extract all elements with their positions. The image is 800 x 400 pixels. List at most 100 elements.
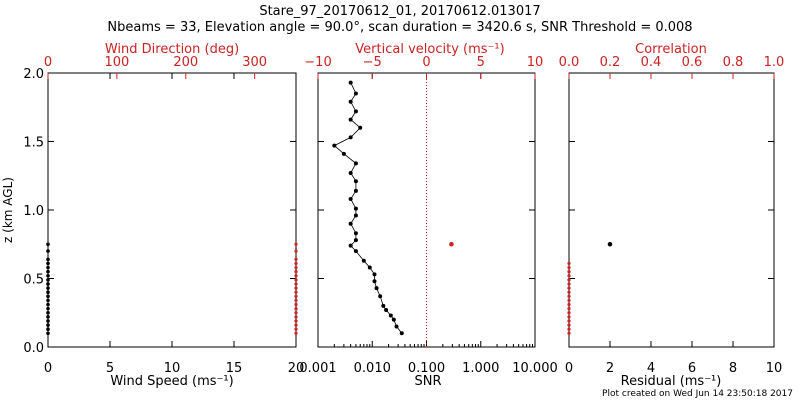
wind-direction-point <box>294 307 298 311</box>
wind-speed-point <box>46 302 50 307</box>
vertical-velocity-point <box>449 241 454 247</box>
bottom-tick-label: 1.000 <box>462 361 499 376</box>
correlation-point <box>567 286 571 290</box>
bottom-tick-label: 10 <box>766 361 783 376</box>
y-tick-label: 0.5 <box>23 273 44 288</box>
snr-point <box>353 213 358 218</box>
bottom-tick-label: 10.000 <box>512 361 558 376</box>
y-tick-label: 0.0 <box>23 341 44 356</box>
bottom-tick-label: 10 <box>164 361 181 376</box>
bottom-tick-label: 6 <box>688 361 696 376</box>
bottom-tick-label: 15 <box>226 361 243 376</box>
top-tick-label: 200 <box>173 55 198 70</box>
snr-point <box>353 249 358 254</box>
wind-direction-point <box>294 302 298 307</box>
snr-point <box>374 286 379 291</box>
wind-speed-point <box>46 306 50 311</box>
snr-point <box>353 231 358 236</box>
correlation-point <box>567 261 571 266</box>
top-tick-label: 0.6 <box>682 55 703 70</box>
wind-direction-point <box>294 282 298 286</box>
bottom-tick-label: 0 <box>565 361 573 376</box>
bottom-tick-label: 5 <box>106 361 114 376</box>
snr-point <box>353 179 358 184</box>
wind-speed-point <box>46 315 50 319</box>
snr-point <box>353 161 358 166</box>
snr-point <box>384 308 389 313</box>
wind-panel-frame <box>47 72 297 348</box>
wind-speed-point <box>46 257 50 262</box>
wind-speed-point <box>46 286 50 290</box>
wind-speed-point <box>46 290 50 295</box>
snr-point <box>372 272 377 277</box>
residual-panel: Correlation Residual (ms⁻¹) 0 2 4 6 8 10 0.0 0.… <box>559 42 785 389</box>
wind-speed-point <box>46 278 50 282</box>
bottom-tick-label: 0 <box>44 361 52 376</box>
top-tick-label: 1.0 <box>764 55 785 70</box>
wind-speed-point <box>46 294 50 299</box>
snr-point <box>367 265 372 270</box>
bottom-tick-label: 8 <box>729 361 737 376</box>
snr-point <box>348 221 353 226</box>
wind-direction-point <box>294 319 298 323</box>
y-tick-label: 1.0 <box>23 204 44 219</box>
wind-direction-point <box>294 286 298 290</box>
footer-text: Plot created on Wed Jun 14 23:50:18 2017 <box>602 389 793 399</box>
correlation-point <box>567 270 571 274</box>
snr-point <box>348 197 353 202</box>
correlation-point <box>567 298 571 303</box>
wind-speed-point <box>46 323 50 327</box>
correlation-point <box>567 311 571 315</box>
wind-direction-point <box>294 294 298 298</box>
wind-direction-point <box>294 257 298 261</box>
wind-direction-point <box>294 278 298 282</box>
y-tick-label: 1.5 <box>23 136 44 151</box>
top-tick-label: −5 <box>363 55 382 70</box>
correlation-point <box>567 290 571 294</box>
snr-point <box>372 279 377 284</box>
wind-direction-point <box>294 315 298 319</box>
correlation-point <box>567 315 571 319</box>
correlation-point <box>567 282 571 286</box>
wind-speed-point <box>46 282 50 286</box>
correlation-point <box>567 302 571 307</box>
bottom-tick-label: 4 <box>647 361 655 376</box>
snr-point <box>341 151 346 156</box>
wind-direction-axis-label: Wind Direction (deg) <box>105 42 239 57</box>
snr-series-line <box>333 82 403 334</box>
top-tick-label: 0.0 <box>559 55 580 70</box>
snr-point <box>388 313 393 318</box>
snr-panel-frame <box>317 72 536 348</box>
correlation-point <box>567 319 571 323</box>
correlation-point <box>567 327 571 331</box>
snr-point <box>348 80 353 85</box>
wind-direction-point <box>294 274 298 278</box>
snr-point <box>348 99 353 104</box>
wind-speed-point <box>46 273 50 278</box>
wind-direction-point <box>294 290 298 294</box>
bottom-tick-label: 0.010 <box>354 361 391 376</box>
vertical-velocity-axis-label: Vertical velocity (ms⁻¹) <box>355 42 504 57</box>
top-tick-label: 300 <box>242 55 267 70</box>
snr-point <box>348 171 353 176</box>
correlation-point <box>567 331 571 335</box>
snr-point <box>353 188 358 193</box>
wind-direction-point <box>294 265 298 270</box>
wind-direction-point <box>294 331 298 335</box>
bottom-tick-label: 2 <box>606 361 614 376</box>
snr-point <box>353 206 358 211</box>
wind-direction-point <box>294 270 298 274</box>
snr-point <box>348 117 353 122</box>
wind-speed-point <box>46 249 50 253</box>
snr-point <box>353 238 358 243</box>
wind-speed-point <box>46 298 50 303</box>
wind-speed-point <box>46 310 50 315</box>
correlation-point <box>567 265 571 270</box>
snr-point <box>361 258 366 263</box>
wind-direction-point <box>294 261 298 266</box>
snr-point <box>348 135 353 140</box>
top-tick-label: 0.4 <box>641 55 662 70</box>
top-tick-label: 0 <box>44 55 52 70</box>
snr-point <box>332 143 337 148</box>
